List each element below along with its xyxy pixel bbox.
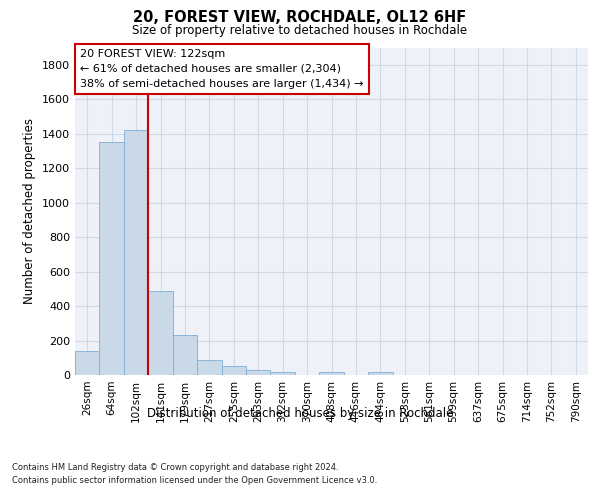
- Y-axis label: Number of detached properties: Number of detached properties: [23, 118, 37, 304]
- Bar: [148, 290, 173, 375]
- Bar: [124, 130, 148, 375]
- Bar: [319, 372, 344, 375]
- Text: Distribution of detached houses by size in Rochdale: Distribution of detached houses by size …: [147, 408, 453, 420]
- Bar: [368, 372, 392, 375]
- Bar: [100, 142, 124, 375]
- Bar: [75, 351, 100, 375]
- Bar: [246, 370, 271, 375]
- Bar: [197, 360, 221, 375]
- Bar: [221, 366, 246, 375]
- Text: 20 FOREST VIEW: 122sqm
← 61% of detached houses are smaller (2,304)
38% of semi-: 20 FOREST VIEW: 122sqm ← 61% of detached…: [80, 49, 364, 88]
- Bar: [173, 336, 197, 375]
- Text: Contains public sector information licensed under the Open Government Licence v3: Contains public sector information licen…: [12, 476, 377, 485]
- Text: Contains HM Land Registry data © Crown copyright and database right 2024.: Contains HM Land Registry data © Crown c…: [12, 462, 338, 471]
- Bar: [271, 372, 295, 375]
- Text: Size of property relative to detached houses in Rochdale: Size of property relative to detached ho…: [133, 24, 467, 37]
- Text: 20, FOREST VIEW, ROCHDALE, OL12 6HF: 20, FOREST VIEW, ROCHDALE, OL12 6HF: [133, 10, 467, 25]
